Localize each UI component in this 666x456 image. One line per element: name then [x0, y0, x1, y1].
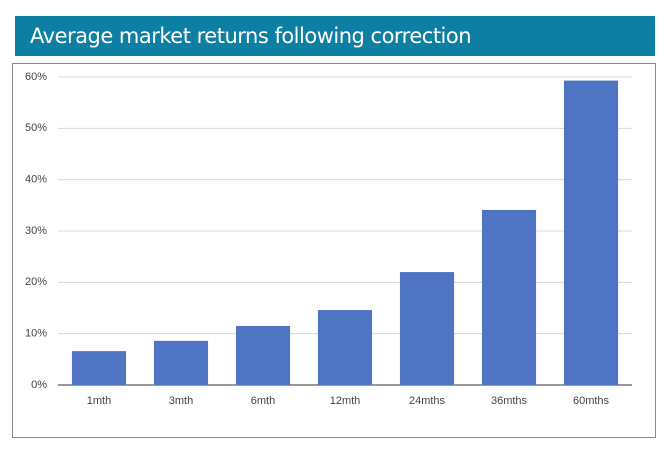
x-tick-label: 12mth — [330, 395, 361, 407]
bar — [235, 325, 291, 385]
x-tick-label: 3mth — [169, 395, 193, 407]
bar — [71, 351, 127, 385]
y-tick-label: 10% — [25, 328, 47, 340]
x-tick-label: 36mths — [491, 395, 528, 407]
y-tick-label: 0% — [31, 379, 47, 391]
bar — [563, 80, 619, 386]
x-tick-label: 6mth — [251, 395, 275, 407]
title-banner: Average market returns following correct… — [15, 16, 655, 56]
bar — [399, 272, 455, 385]
bar — [481, 209, 537, 385]
y-tick-label: 20% — [25, 276, 47, 288]
chart-frame — [12, 63, 656, 438]
y-tick-label: 40% — [25, 174, 47, 186]
x-tick-label: 60mths — [573, 395, 610, 407]
bar — [317, 310, 373, 385]
y-tick-label: 30% — [25, 225, 47, 237]
x-tick-label: 24mths — [409, 395, 446, 407]
y-tick-label: 60% — [25, 71, 47, 83]
bar — [153, 340, 209, 385]
chart-title: Average market returns following correct… — [30, 24, 472, 48]
y-tick-label: 50% — [25, 122, 47, 134]
x-tick-label: 1mth — [87, 395, 111, 407]
